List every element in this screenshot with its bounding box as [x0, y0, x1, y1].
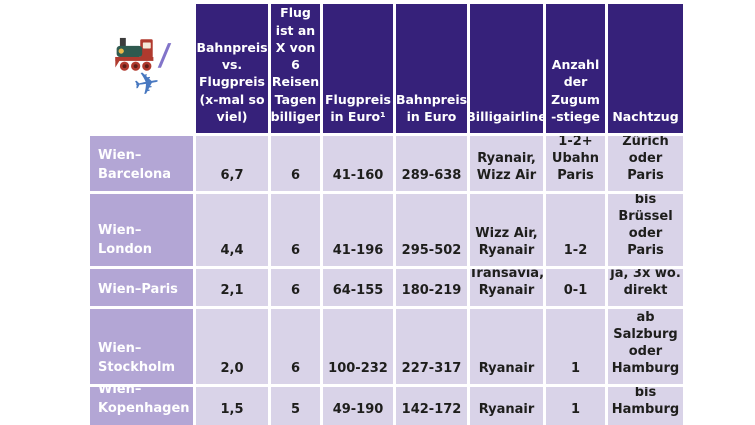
- col-header-zugumstiege: Anzahl der Zugum -stiege: [546, 4, 605, 133]
- train-vs-flight-price-table: / ✈ Bahnpreis vs. Flugpreis (x-mal so vi…: [90, 4, 683, 425]
- route-cell: Wien–London: [90, 194, 193, 266]
- data-cell-cheaper-days: 6: [271, 269, 320, 306]
- data-cell-transfers: 1: [546, 309, 605, 384]
- route-cell: Wien–Paris: [90, 269, 193, 306]
- route-cell: Wien– Stockholm: [90, 309, 193, 384]
- data-cell-ratio: 6,7: [196, 136, 268, 191]
- col-header-bahnpreis-vs-flugpreis: Bahnpreis vs. Flugpreis (x-mal so viel): [196, 4, 268, 133]
- steam-locomotive-icon: [114, 37, 153, 71]
- data-cell-ratio: 2,0: [196, 309, 268, 384]
- route-cell: Wien– Barcelona: [90, 136, 193, 191]
- data-cell-train-price: 289-638: [396, 136, 467, 191]
- data-cell-flight-price: 100-232: [323, 309, 393, 384]
- data-cell-cheaper-days: 5: [271, 387, 320, 425]
- col-header-bahnpreis: Bahnpreis in Euro: [396, 4, 467, 133]
- data-cell-transfers: 0-1: [546, 269, 605, 306]
- data-cell-ratio: 2,1: [196, 269, 268, 306]
- airplane-icon: ✈: [130, 64, 163, 104]
- data-cell-cheaper-days: 6: [271, 309, 320, 384]
- data-cell-transfers: 1-2+ Ubahn Paris: [546, 136, 605, 191]
- col-header-flug-billiger: Flug ist an X von 6 Reisen Tagen billige…: [271, 4, 320, 133]
- data-cell-airline: Ryanair: [470, 309, 543, 384]
- data-cell-cheaper-days: 6: [271, 194, 320, 266]
- data-cell-flight-price: 64-155: [323, 269, 393, 306]
- data-cell-train-price: 142-172: [396, 387, 467, 425]
- data-cell-airline: Ryanair: [470, 387, 543, 425]
- slash-divider: /: [156, 37, 172, 73]
- data-cell-airline: Wizz Air, Ryanair: [470, 194, 543, 266]
- data-cell-airline: Transavia, Ryanair: [470, 269, 543, 306]
- data-cell-night-train: teilweise bis Brüssel oder Paris: [608, 194, 683, 266]
- col-header-billigairline: Billigairline: [470, 4, 543, 133]
- legend-cell: / ✈: [90, 4, 193, 133]
- data-cell-transfers: 1-2: [546, 194, 605, 266]
- data-cell-train-price: 227-317: [396, 309, 467, 384]
- data-cell-flight-price: 41-160: [323, 136, 393, 191]
- data-cell-train-price: 295-502: [396, 194, 467, 266]
- data-cell-cheaper-days: 6: [271, 136, 320, 191]
- data-cell-night-train: nur bis Zürich oder Paris: [608, 136, 683, 191]
- data-cell-airline: Ryanair, Wizz Air: [470, 136, 543, 191]
- data-cell-flight-price: 41-196: [323, 194, 393, 266]
- data-cell-night-train: bis Hamburg: [608, 387, 683, 425]
- col-header-nachtzug: Nachtzug: [608, 4, 683, 133]
- data-cell-ratio: 4,4: [196, 194, 268, 266]
- route-cell: Wien– Kopenhagen: [90, 387, 193, 425]
- data-cell-night-train: ja, 3x wö. direkt: [608, 269, 683, 306]
- data-cell-ratio: 1,5: [196, 387, 268, 425]
- train-vs-plane-legend: / ✈: [114, 37, 172, 104]
- data-cell-train-price: 180-219: [396, 269, 467, 306]
- col-header-flugpreis: Flugpreis in Euro¹: [323, 4, 393, 133]
- data-cell-flight-price: 49-190: [323, 387, 393, 425]
- data-cell-night-train: ab Salzburg oder Hamburg: [608, 309, 683, 384]
- data-cell-transfers: 1: [546, 387, 605, 425]
